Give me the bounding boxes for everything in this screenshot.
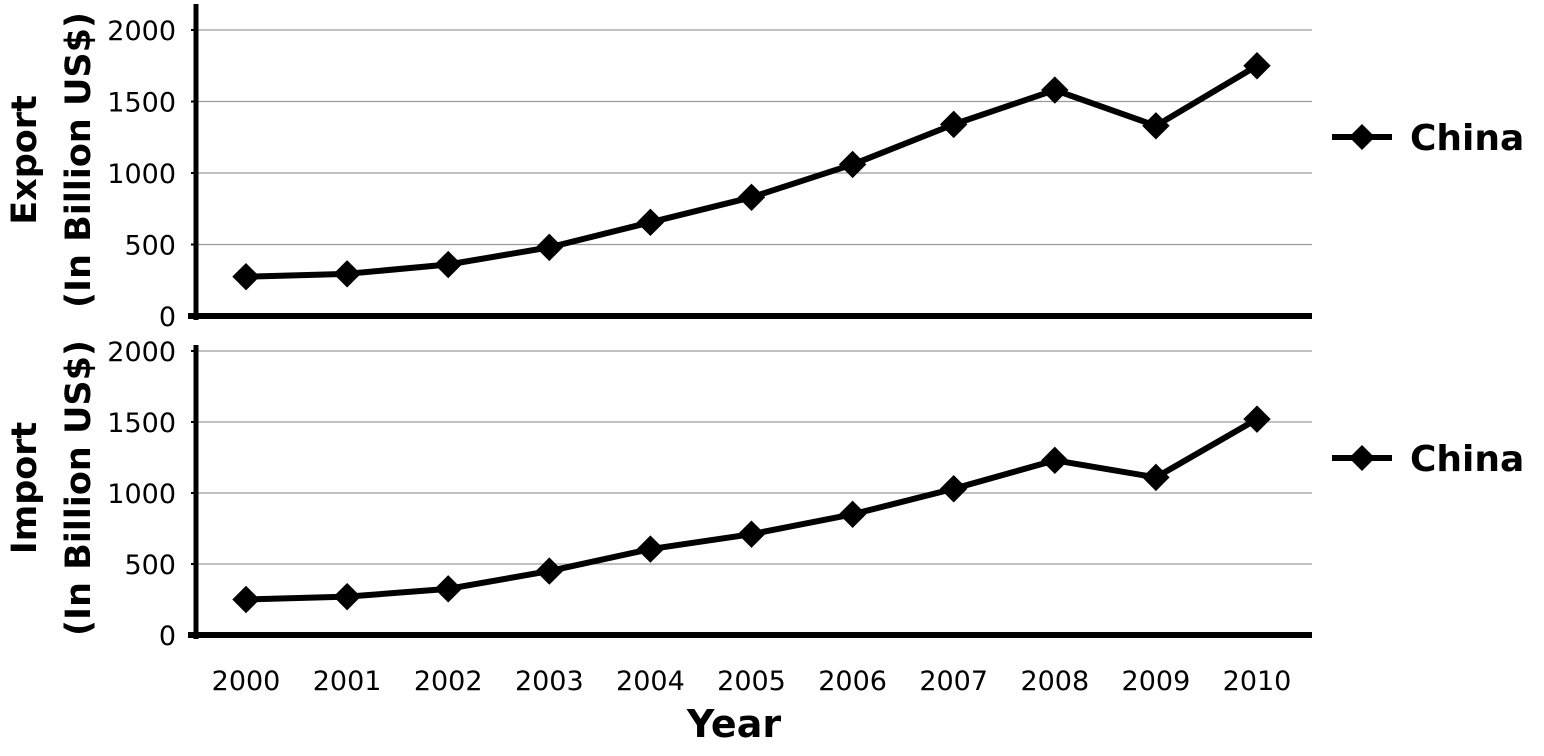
x-tick-label: 2009 [1122,666,1191,697]
export-ytick-label: 2000 [107,16,176,47]
export-ylabel-line1: Export [5,95,45,225]
export-legend-label: China [1410,118,1524,159]
import-data-point [535,557,564,585]
import-ytick-label: 2000 [107,337,176,368]
import-legend-marker [1349,445,1375,471]
import-series-line [245,416,1259,603]
import-panel: Import (In Billion US$) 0 500 1000 1500 2000… [5,337,1524,652]
export-data-point [636,208,665,237]
import-data-point [1041,446,1069,475]
export-data-point [535,233,564,262]
import-ytick-label: 500 [124,550,176,581]
x-tick-label: 2002 [414,666,483,697]
import-data-point [737,520,766,548]
import-data-point [333,582,361,611]
import-data-point [1142,463,1170,492]
import-ylabel-line2: (In Billion US$) [59,340,99,636]
x-tick-label: 2001 [313,666,382,697]
import-ytick-label: 1000 [107,479,176,510]
import-data-point [1243,405,1271,433]
import-data-point [232,585,260,614]
import-data-point [838,500,867,529]
import-legend-label: China [1410,439,1524,480]
import-plot-area: 0 500 1000 1500 2000 China [107,337,1524,652]
import-ylabel-line1: Import [5,422,45,555]
x-tick-label: 2000 [212,666,281,697]
export-plot-area: 0 500 1000 1500 2000 China [107,4,1524,333]
export-data-point [434,250,462,279]
export-data-point [1243,52,1271,80]
export-legend-marker [1349,124,1375,150]
export-ytick-label: 1000 [107,159,176,190]
export-ytick-label: 500 [124,231,176,262]
import-ytick-label: 0 [159,621,176,652]
import-data-point [939,475,968,503]
import-ytick-label: 1500 [107,408,176,439]
x-tick-label: 2004 [616,666,685,697]
export-ytick-label: 0 [159,302,176,333]
import-data-point [434,575,462,603]
x-tick-label: 2007 [919,666,988,697]
export-data-point [1142,112,1170,140]
x-tick-label: 2010 [1223,666,1292,697]
x-tick-label: 2006 [818,666,887,697]
export-data-point [1041,76,1069,104]
import-data-point [636,535,665,563]
x-axis-label: Year [686,702,781,746]
x-tick-label: 2005 [717,666,786,697]
export-data-point [939,110,968,139]
export-data-point [232,262,260,291]
export-panel: Export (In Billion US$) 0 500 1000 1500 2000… [5,4,1524,333]
x-tick-label: 2008 [1020,666,1089,697]
export-ylabel-line2: (In Billion US$) [59,12,99,308]
export-data-point [737,183,766,212]
export-data-point [333,260,361,288]
x-axis: 2000 2001 2002 2003 2004 2005 2006 2007 2008 2009… [212,666,1292,697]
export-data-point [838,150,867,179]
x-tick-label: 2003 [515,666,584,697]
export-ytick-label: 1500 [107,88,176,119]
